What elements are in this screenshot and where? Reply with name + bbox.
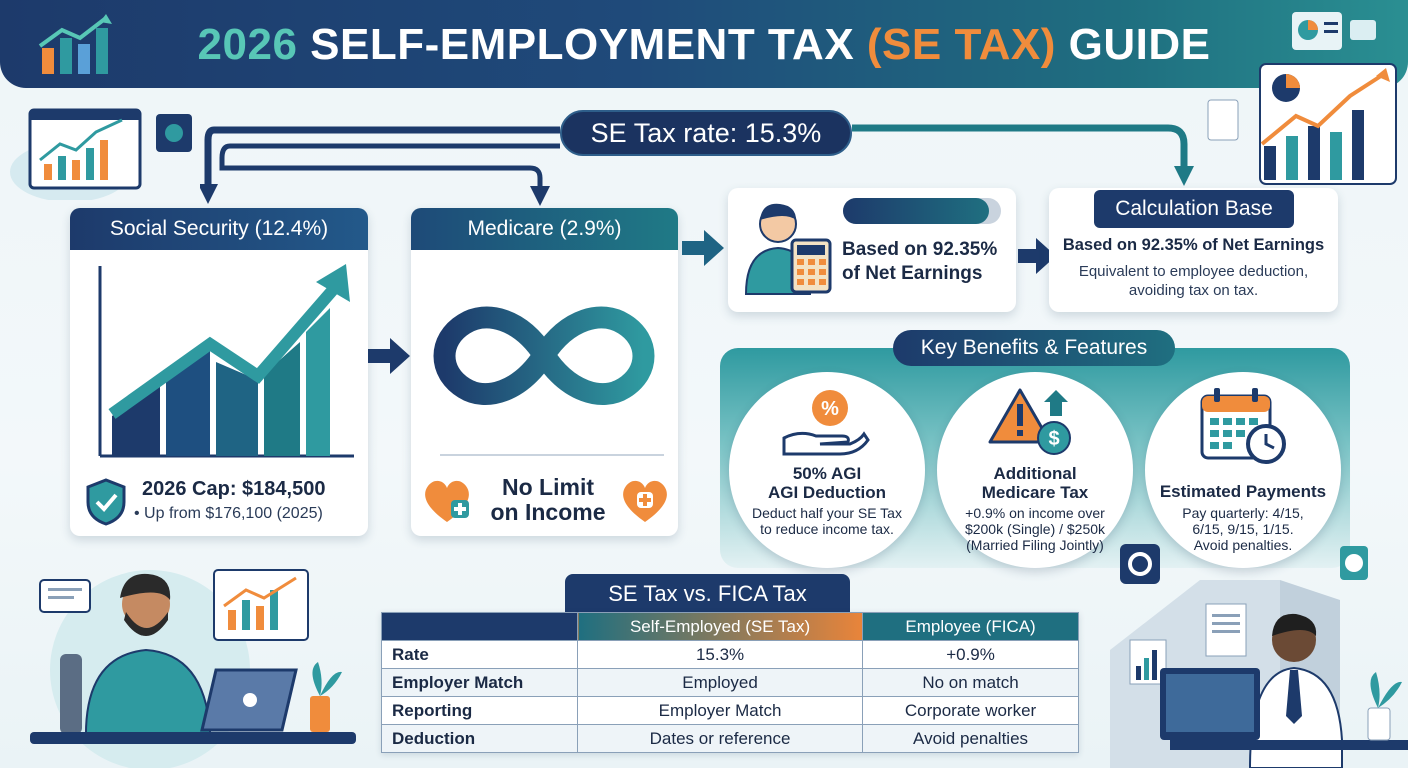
title-highlight: (SE TAX) bbox=[866, 20, 1056, 69]
infinity-icon bbox=[433, 306, 655, 406]
growth-chart-illustration bbox=[1207, 63, 1397, 185]
net-earnings-line2: of Net Earnings bbox=[842, 263, 983, 284]
benefit-2-desc-line1: +0.9% on income over bbox=[965, 505, 1105, 521]
title-year: 2026 bbox=[197, 20, 298, 69]
title-main: SELF-EMPLOYMENT TAX bbox=[310, 20, 855, 69]
calendar-clock-icon bbox=[1200, 388, 1286, 464]
rate-connector-arrows bbox=[200, 124, 1194, 206]
row-label: Rate bbox=[381, 640, 578, 669]
arrow-right-icon-2 bbox=[682, 230, 724, 266]
table-row: Reporting Employer Match Corporate worke… bbox=[381, 696, 1079, 725]
table-row: Deduction Dates or reference Avoid penal… bbox=[381, 724, 1079, 753]
office-worker-illustration bbox=[1110, 544, 1408, 768]
benefit-3-desc-line3: Avoid penalties. bbox=[1193, 537, 1293, 553]
comparison-col-self: Self-Employed (SE Tax) bbox=[576, 612, 864, 641]
arrow-right-icon bbox=[368, 338, 410, 374]
social-security-title: Social Security (12.4%) bbox=[70, 208, 368, 250]
benefit-2-title-line2: Medicare Tax bbox=[981, 483, 1089, 502]
net-earnings-line1: Based on 92.35% bbox=[842, 239, 998, 260]
calculation-base-title: Calculation Base bbox=[1094, 190, 1294, 228]
row-employee-value: +0.9% bbox=[862, 640, 1079, 669]
page-title: 2026 SELF-EMPLOYMENT TAX (SE TAX) GUIDE bbox=[0, 20, 1408, 70]
row-employee-value: Corporate worker bbox=[862, 696, 1079, 725]
no-limit-line1: No Limit bbox=[502, 474, 594, 500]
benefit-2-desc-line3: (Married Filing Jointly) bbox=[966, 537, 1104, 553]
table-row: Rate 15.3% +0.9% bbox=[381, 640, 1079, 669]
net-earnings-progress-fill bbox=[843, 198, 989, 224]
row-label: Reporting bbox=[381, 696, 578, 725]
ss-cap-amount: 2026 Cap: $184,500 bbox=[142, 478, 326, 500]
calculation-base-line3: avoiding tax on tax. bbox=[1128, 282, 1259, 299]
warning-dollar-icon: $ bbox=[988, 388, 1071, 455]
no-limit-line2: on Income bbox=[490, 499, 606, 525]
benefit-2-desc: +0.9% on income over $200k (Single) / $2… bbox=[937, 505, 1133, 553]
header-banner bbox=[0, 0, 1408, 88]
arrow-right-icon-3 bbox=[1018, 238, 1056, 274]
comparison-table: Self-Employed (SE Tax) Employee (FICA) R… bbox=[381, 612, 1079, 753]
benefit-1-title-line1: 50% AGI bbox=[792, 464, 862, 483]
medicare-title: Medicare (2.9%) bbox=[411, 208, 678, 250]
benefit-2-title-line1: Additional bbox=[993, 464, 1077, 483]
calculation-base-desc: Equivalent to employee deduction, avoidi… bbox=[1049, 262, 1338, 300]
bar-chart-icon bbox=[38, 14, 112, 74]
row-self-value: Dates or reference bbox=[576, 724, 864, 753]
benefit-1-title-line2: AGI Deduction bbox=[767, 483, 887, 502]
row-employee-value: No on match bbox=[862, 668, 1079, 697]
ss-cap-previous: • Up from $176,100 (2025) bbox=[134, 505, 323, 522]
benefit-1-desc-line1: Deduct half your SE Tax bbox=[752, 505, 902, 521]
benefit-2-title: Additional Medicare Tax bbox=[937, 464, 1133, 502]
comparison-corner bbox=[381, 612, 578, 641]
benefit-3-desc-line2: 6/15, 9/15, 1/15. bbox=[1192, 521, 1294, 537]
dashboard-icon bbox=[1292, 12, 1376, 50]
monitor-chart-illustration bbox=[10, 108, 192, 200]
no-limit-label: No Limit on Income bbox=[478, 475, 618, 525]
heart-plus-icon-right bbox=[623, 480, 667, 522]
benefit-3-title: Estimated Payments bbox=[1145, 482, 1341, 501]
medicare-divider bbox=[440, 454, 664, 456]
calculation-base-line2: Equivalent to employee deduction, bbox=[1078, 263, 1309, 280]
comparison-col-employee: Employee (FICA) bbox=[862, 612, 1079, 641]
row-employee-value: Avoid penalties bbox=[862, 724, 1079, 753]
benefit-3-title-line: Estimated Payments bbox=[1159, 482, 1327, 501]
comparison-title: SE Tax vs. FICA Tax bbox=[565, 574, 850, 614]
table-row: Employer Match Employed No on match bbox=[381, 668, 1079, 697]
benefit-2-desc-line2: $200k (Single) / $250k bbox=[964, 521, 1106, 537]
benefit-3-desc-line1: Pay quarterly: 4/15, bbox=[1182, 505, 1304, 521]
heart-plus-icon bbox=[425, 480, 469, 522]
se-tax-rate-pill: SE Tax rate: 15.3% bbox=[560, 110, 852, 156]
percent-hand-icon: % bbox=[782, 390, 870, 456]
rising-chart-icon bbox=[98, 264, 354, 458]
benefit-1-desc: Deduct half your SE Tax to reduce income… bbox=[729, 505, 925, 537]
row-self-value: 15.3% bbox=[576, 640, 864, 669]
benefit-1-desc-line2: to reduce income tax. bbox=[760, 521, 894, 537]
person-calculator-icon bbox=[744, 203, 832, 295]
svg-text:$: $ bbox=[1048, 428, 1059, 450]
net-earnings-text: Based on 92.35% of Net Earnings bbox=[842, 238, 997, 286]
row-label: Employer Match bbox=[381, 668, 578, 697]
svg-text:%: % bbox=[821, 398, 839, 420]
row-self-value: Employed bbox=[576, 668, 864, 697]
benefit-3-desc: Pay quarterly: 4/15, 6/15, 9/15, 1/15. A… bbox=[1145, 505, 1341, 553]
benefit-additional-medicare bbox=[937, 372, 1133, 568]
row-label: Deduction bbox=[381, 724, 578, 753]
title-guide: GUIDE bbox=[1068, 20, 1211, 69]
benefit-1-title: 50% AGI AGI Deduction bbox=[729, 464, 925, 502]
row-self-value: Employer Match bbox=[576, 696, 864, 725]
freelancer-illustration bbox=[30, 569, 356, 768]
key-benefits-title: Key Benefits & Features bbox=[893, 330, 1175, 366]
shield-check-icon bbox=[86, 478, 126, 526]
calculation-base-line1: Based on 92.35% of Net Earnings bbox=[1062, 236, 1325, 254]
